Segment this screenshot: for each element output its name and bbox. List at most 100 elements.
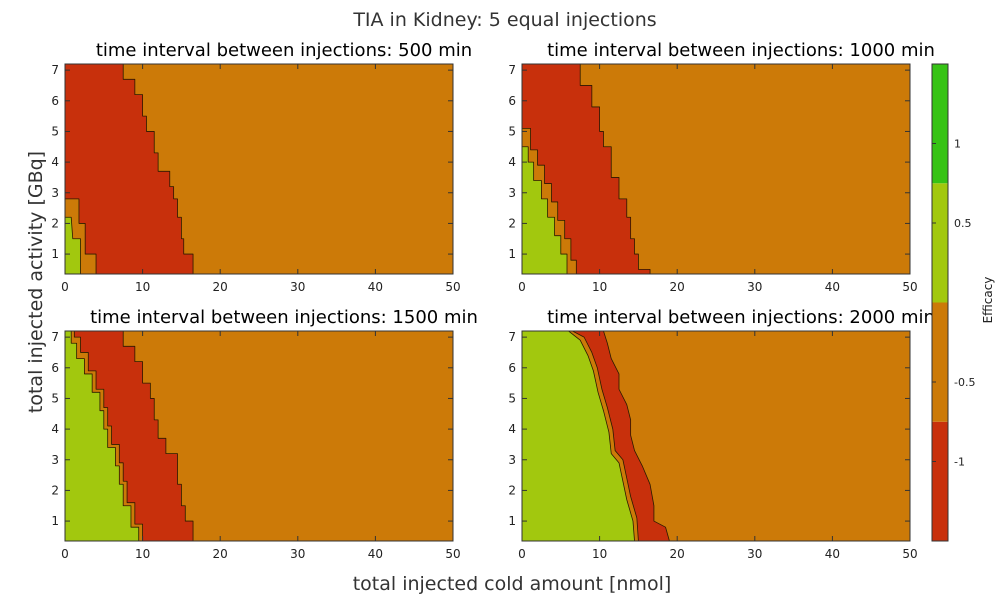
x-tick-label: 30 <box>290 547 305 561</box>
contour-line <box>522 146 568 274</box>
axes-frame <box>521 63 911 275</box>
contour-line <box>603 331 670 541</box>
y-tick-label: 2 <box>51 483 59 497</box>
axes-frame <box>521 330 911 542</box>
y-tick-label: 4 <box>508 422 516 436</box>
y-axis-label: total injected activity [GBq] <box>25 151 47 413</box>
x-tick-label: 20 <box>670 280 685 294</box>
colorbar-frame <box>931 63 949 542</box>
y-tick-label: 7 <box>508 63 516 77</box>
y-tick-label: 1 <box>51 514 59 528</box>
y-tick-label: 7 <box>508 330 516 344</box>
colorbar: 1 0.5 -0.5 -1 Efficacy <box>931 63 995 542</box>
x-tick-label: 50 <box>445 547 460 561</box>
contour-line <box>65 331 140 541</box>
y-tick-label: 5 <box>51 124 59 138</box>
panel-4: 0 10 20 30 40 50 1 2 3 4 5 6 7 time interval between … <box>508 307 935 561</box>
x-tick-label: 40 <box>368 280 383 294</box>
x-tick-label: 40 <box>825 280 840 294</box>
x-tick-label: 20 <box>213 280 228 294</box>
x-tick-label: 20 <box>213 547 228 561</box>
x-tick-label: 10 <box>592 547 607 561</box>
region-high-efficacy <box>522 331 635 541</box>
y-tick-label: 4 <box>51 155 59 169</box>
x-tick-label: 40 <box>368 547 383 561</box>
x-tick-label: 50 <box>445 280 460 294</box>
colorbar-label: Efficacy <box>981 277 995 324</box>
colorbar-level <box>932 64 948 184</box>
panel-plot-area <box>522 64 910 274</box>
y-tick-label: 5 <box>51 391 59 405</box>
y-tick-label: 2 <box>508 216 516 230</box>
panel-2: 0 10 20 30 40 50 1 2 3 4 5 6 7 time interval between … <box>508 40 935 294</box>
x-axis-label: total injected cold amount [nmol] <box>353 573 672 595</box>
y-tick-label: 5 <box>508 124 516 138</box>
x-tick-label: 0 <box>61 280 69 294</box>
y-tick-label: 3 <box>51 453 59 467</box>
y-tick-label: 4 <box>51 422 59 436</box>
x-tick-label: 40 <box>825 547 840 561</box>
y-tick-label: 3 <box>508 453 516 467</box>
x-tick-label: 50 <box>902 547 917 561</box>
axes-frame <box>64 330 454 542</box>
axes-frame <box>64 63 454 275</box>
panel-plot-area <box>522 331 910 541</box>
colorbar-tick-label: 0.5 <box>954 217 972 230</box>
panel-1: 0 10 20 30 40 50 1 2 3 4 5 6 7 time interval between … <box>51 40 472 294</box>
x-tick-label: 20 <box>670 547 685 561</box>
y-tick-label: 2 <box>508 483 516 497</box>
panel-title: time interval between injections: 2000 m… <box>547 307 935 328</box>
contour-line <box>65 198 97 274</box>
x-tick-label: 50 <box>902 280 917 294</box>
y-tick-label: 1 <box>508 514 516 528</box>
figure-title: TIA in Kidney: 5 equal injections <box>352 9 656 31</box>
panel-title: time interval between injections: 1000 m… <box>547 40 935 61</box>
y-tick-label: 7 <box>51 63 59 77</box>
y-tick-label: 3 <box>51 186 59 200</box>
region-high-efficacy <box>65 217 81 274</box>
colorbar-level <box>932 302 948 422</box>
panel-title: time interval between injections: 500 mi… <box>96 40 472 61</box>
contour-line <box>522 127 577 274</box>
panel-title: time interval between injections: 1500 m… <box>90 307 478 328</box>
x-tick-label: 10 <box>135 547 150 561</box>
y-tick-label: 4 <box>508 155 516 169</box>
x-tick-label: 30 <box>747 547 762 561</box>
x-tick-label: 0 <box>518 547 526 561</box>
y-tick-label: 2 <box>51 216 59 230</box>
colorbar-tick-label: 1 <box>954 138 961 151</box>
contour-line <box>579 64 651 274</box>
panel-plot-area <box>65 331 453 541</box>
contour-line <box>122 64 194 274</box>
colorbar-tick-label: -1 <box>954 456 965 469</box>
y-tick-label: 1 <box>508 247 516 261</box>
x-tick-label: 10 <box>135 280 150 294</box>
contour-line <box>122 331 194 541</box>
colorbar-tick-label: -0.5 <box>954 376 975 389</box>
y-tick-label: 6 <box>51 94 59 108</box>
x-tick-label: 0 <box>61 547 69 561</box>
x-tick-label: 30 <box>290 280 305 294</box>
colorbar-level <box>932 421 948 541</box>
contour-line <box>572 331 639 541</box>
y-tick-label: 3 <box>508 186 516 200</box>
y-tick-label: 6 <box>508 361 516 375</box>
y-tick-label: 6 <box>51 361 59 375</box>
panel-plot-area <box>65 64 453 274</box>
y-tick-label: 1 <box>51 247 59 261</box>
contour-line <box>522 331 635 541</box>
region-high-efficacy <box>65 331 139 541</box>
panel-3: 0 10 20 30 40 50 1 2 3 4 5 6 7 time interval between … <box>51 307 478 561</box>
contour-line <box>65 216 81 274</box>
y-tick-label: 5 <box>508 391 516 405</box>
colorbar-level <box>932 183 948 303</box>
x-tick-label: 10 <box>592 280 607 294</box>
x-tick-label: 30 <box>747 280 762 294</box>
contour-line <box>73 331 144 541</box>
region-low-efficacy <box>65 64 194 274</box>
y-tick-label: 7 <box>51 330 59 344</box>
x-tick-label: 0 <box>518 280 526 294</box>
y-tick-label: 6 <box>508 94 516 108</box>
